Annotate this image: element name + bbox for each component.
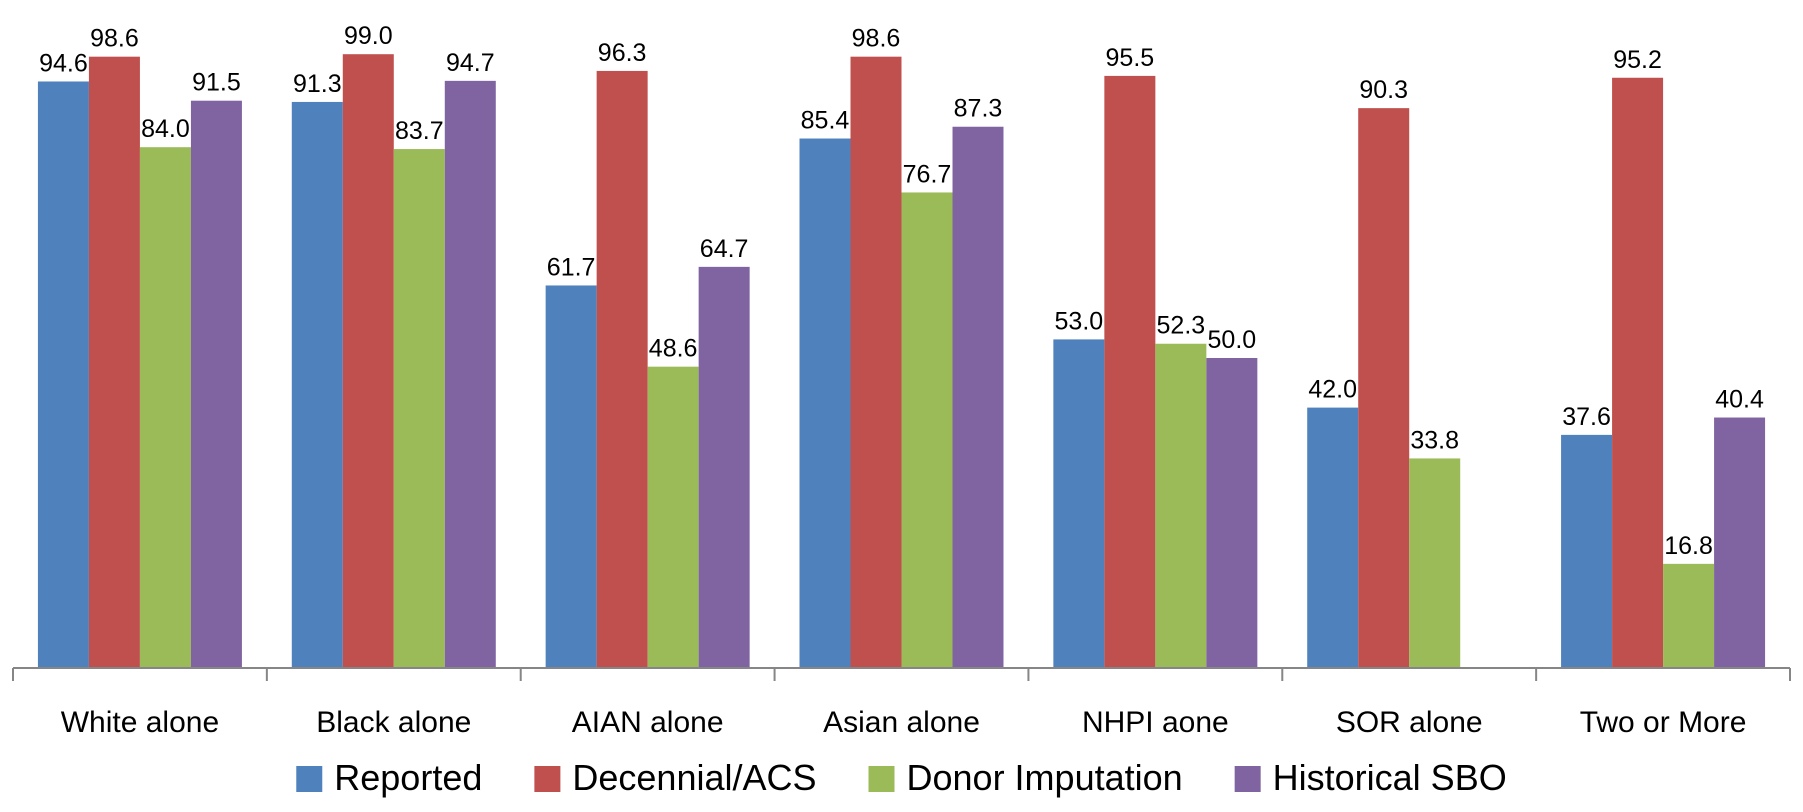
bar-donor-imputation-white-alone (139, 147, 191, 668)
data-label-reported-asian-alone: 85.4 (801, 107, 850, 135)
legend-label-historical-sbo: Historical SBO (1273, 757, 1507, 798)
bar-reported-black-alone (291, 101, 343, 668)
data-label-donor-imputation-sor-alone: 33.8 (1410, 426, 1459, 454)
legend-swatch-reported (296, 766, 323, 792)
x-axis (12, 667, 1791, 681)
data-label-historical-sbo-white-alone: 91.5 (192, 69, 241, 97)
data-label-donor-imputation-white-alone: 84.0 (141, 115, 190, 143)
category-label-black-alone: Black alone (316, 706, 471, 739)
data-label-historical-sbo-asian-alone: 87.3 (954, 95, 1003, 123)
bars (37, 54, 1766, 669)
data-label-historical-sbo-two-or-more: 40.4 (1715, 386, 1764, 414)
data-label-donor-imputation-nhpi-aone: 52.3 (1157, 312, 1206, 340)
data-label-historical-sbo-aian-alone: 64.7 (700, 235, 749, 263)
bar-donor-imputation-asian-alone (901, 192, 953, 668)
bar-donor-imputation-nhpi-aone (1155, 343, 1207, 668)
data-label-decennial-acs-asian-alone: 98.6 (852, 25, 901, 53)
data-label-reported-aian-alone: 61.7 (547, 253, 596, 281)
bar-historical-sbo-white-alone (190, 100, 242, 668)
legend-swatch-decennial-acs (534, 766, 561, 792)
data-label-donor-imputation-two-or-more: 16.8 (1664, 532, 1713, 560)
category-label-white-alone: White alone (61, 706, 219, 739)
bar-historical-sbo-black-alone (444, 80, 496, 669)
legend-swatch-historical-sbo (1234, 766, 1261, 792)
category-label-sor-alone: SOR alone (1336, 706, 1483, 739)
legend-label-reported: Reported (334, 757, 482, 798)
data-label-decennial-acs-white-alone: 98.6 (90, 25, 139, 53)
category-label-asian-alone: Asian alone (823, 706, 980, 739)
category-label-aian-alone: AIAN alone (572, 706, 724, 739)
bar-historical-sbo-two-or-more (1714, 417, 1766, 668)
data-label-donor-imputation-asian-alone: 76.7 (903, 160, 952, 188)
value-labels: 94.698.684.091.5 91.399.083.794.761.796.3… (39, 22, 1764, 560)
data-label-reported-white-alone: 94.6 (39, 49, 88, 77)
bar-historical-sbo-nhpi-aone (1206, 358, 1258, 668)
bar-decennial-acs-white-alone (88, 56, 140, 669)
legend: Reported Decennial/ACS Donor Imputation His… (296, 757, 1507, 798)
category-labels: White alone Black alone AIAN alone Asian al… (61, 706, 1747, 739)
legend-label-decennial-acs: Decennial/ACS (572, 757, 816, 798)
category-label-two-or-more: Two or More (1580, 706, 1747, 739)
bar-donor-imputation-two-or-more (1663, 563, 1715, 668)
data-label-historical-sbo-black-alone: 94.7 (446, 49, 495, 77)
data-label-donor-imputation-black-alone: 83.7 (395, 117, 444, 145)
bar-historical-sbo-asian-alone (952, 126, 1004, 669)
data-label-reported-two-or-more: 37.6 (1562, 403, 1611, 431)
bar-reported-nhpi-aone (1053, 339, 1105, 668)
bar-historical-sbo-aian-alone (698, 266, 750, 668)
data-label-decennial-acs-aian-alone: 96.3 (598, 39, 647, 67)
data-label-reported-black-alone: 91.3 (293, 70, 342, 98)
category-label-nhpi-aone: NHPI aone (1082, 706, 1229, 739)
bar-donor-imputation-aian-alone (647, 366, 699, 668)
data-label-historical-sbo-nhpi-aone: 50.0 (1208, 326, 1257, 354)
bar-reported-white-alone (37, 81, 89, 669)
bar-decennial-acs-asian-alone (850, 56, 902, 669)
bar-reported-aian-alone (545, 285, 597, 668)
bar-donor-imputation-sor-alone (1409, 458, 1461, 668)
bar-decennial-acs-sor-alone (1358, 108, 1410, 668)
bar-reported-sor-alone (1307, 407, 1359, 668)
bar-reported-two-or-more (1561, 434, 1613, 668)
bar-donor-imputation-black-alone (393, 149, 445, 668)
bar-decennial-acs-black-alone (342, 54, 394, 668)
data-label-decennial-acs-black-alone: 99.0 (344, 22, 393, 50)
bar-decennial-acs-nhpi-aone (1104, 75, 1156, 668)
data-label-decennial-acs-two-or-more: 95.2 (1613, 46, 1662, 74)
legend-swatch-donor-imputation (868, 766, 895, 792)
bar-decennial-acs-aian-alone (596, 70, 648, 668)
data-label-donor-imputation-aian-alone: 48.6 (649, 335, 698, 363)
legend-label-donor-imputation: Donor Imputation (907, 757, 1183, 798)
data-label-reported-sor-alone: 42.0 (1308, 376, 1357, 404)
bar-reported-asian-alone (799, 138, 851, 668)
data-label-decennial-acs-sor-alone: 90.3 (1359, 76, 1408, 104)
data-label-decennial-acs-nhpi-aone: 95.5 (1106, 44, 1155, 72)
bar-decennial-acs-two-or-more (1612, 77, 1664, 668)
data-label-reported-nhpi-aone: 53.0 (1055, 307, 1104, 335)
